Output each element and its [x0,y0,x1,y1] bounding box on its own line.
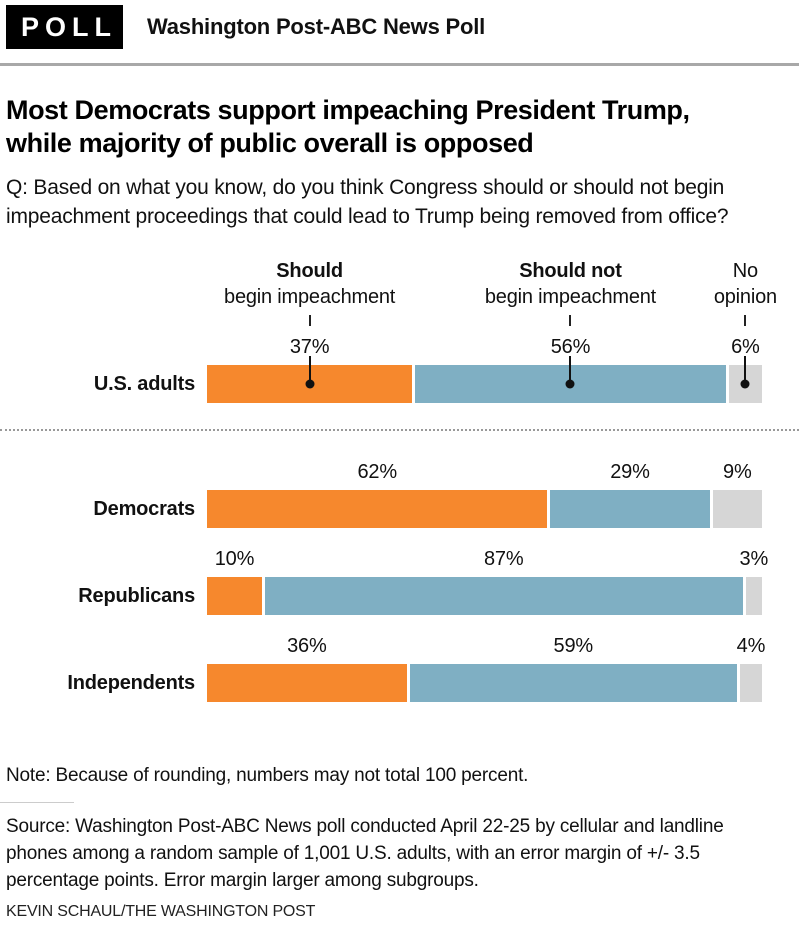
footer: Note: Because of rounding, numbers may n… [0,764,793,921]
pct-track: 62% 29% 9% [207,461,762,484]
stacked-bar-chart: Should begin impeachment Should not begi… [0,258,799,702]
legend-should-title: Should [276,260,343,282]
bar-row-democrats: Democrats [6,490,793,528]
legend-spacer [6,258,207,310]
category-label: Republicans [78,584,195,607]
category-label: U.S. adults [93,372,195,395]
legend-should-sub: begin impeachment [224,286,396,308]
dotted-divider [0,429,799,431]
leader-line [308,356,311,384]
pct-row-democrats: 62% 29% 9% [6,461,793,484]
value-label: 29% [610,461,650,483]
legend-row: Should begin impeachment Should not begi… [6,258,793,310]
tick-line [569,314,572,326]
masthead-title: Washington Post-ABC News Poll [147,14,486,39]
legend-should: Should begin impeachment [207,258,412,310]
bar-row-republicans: Republicans [6,577,793,615]
bar-track [207,577,762,615]
legend-no-opinion: No opinion [714,258,777,310]
category-label: Independents [67,671,195,694]
value-label: 37% [289,336,330,358]
bar-segment-should-not [409,664,737,702]
value-label: 59% [553,635,594,657]
masthead: POLL Washington Post-ABC News Poll [6,5,793,49]
note-text: Note: Because of rounding, numbers may n… [6,765,529,786]
leader-line [744,356,747,384]
value-label: 10% [214,548,255,570]
pct-track: 10% 87% 3% [207,548,769,571]
bar-track [207,490,762,528]
pct-row-independents: 36% 59% 4% [6,635,793,658]
bar-segment-should-not [550,490,710,528]
legend-tick-row [6,312,793,328]
leader-line [569,356,572,384]
marker-dot [305,379,315,389]
value-label: 3% [739,548,769,570]
legend-no-opinion-line1: No [732,260,758,282]
pct-track: 36% 59% 4% [207,635,766,658]
pct-track: 37% 56% 6% [207,336,762,359]
legend-should-not-sub: begin impeachment [484,286,657,308]
legend-should-not-title: Should not [519,260,622,282]
value-label: 56% [550,336,591,358]
poll-question: Q: Based on what you know, do you think … [6,176,729,228]
value-label: 62% [357,461,397,483]
tick-line [744,314,747,326]
top-rule [0,63,799,66]
legend-should-not: Should not begin impeachment [415,258,726,310]
value-label: 87% [484,548,524,570]
bar-segment-should-not [264,577,743,615]
bar-segment-should [207,664,407,702]
bar-track [207,356,762,403]
bar-segment-no-opinion [712,490,762,528]
poll-badge: POLL [6,5,123,49]
value-label: 36% [287,635,327,657]
bar-track [207,664,763,702]
source-text: Source: Washington Post-ABC News poll co… [6,816,724,891]
legend-no-opinion-line2: opinion [713,286,777,308]
bar-segment-should [207,577,262,615]
tick-track [207,312,762,328]
bar-segment-no-opinion [728,356,762,403]
bar-row-independents: Independents [6,664,793,702]
bar-segment-no-opinion [739,664,763,702]
marker-dot [565,379,575,389]
value-label: 4% [736,635,766,657]
category-label: Democrats [93,497,195,520]
bar-segment-no-opinion [745,577,762,615]
bar-segment-should [207,356,413,403]
headline: Most Democrats support impeaching Presid… [6,95,690,158]
pct-row-us-adults: 37% 56% 6% [6,336,793,359]
marker-dot [740,379,750,389]
pct-row-republicans: 10% 87% 3% [6,548,793,571]
note-rule [0,802,74,803]
tick-line [308,314,311,326]
bar-row-us-adults: U.S. adults [6,356,793,403]
byline: KEVIN SCHAUL/THE WASHINGTON POST [6,903,316,920]
legend-track: Should begin impeachment Should not begi… [207,258,777,310]
value-label: 6% [731,336,760,358]
bar-segment-should [207,490,548,528]
bar-segment-should-not [415,356,726,403]
value-label: 9% [723,461,752,483]
